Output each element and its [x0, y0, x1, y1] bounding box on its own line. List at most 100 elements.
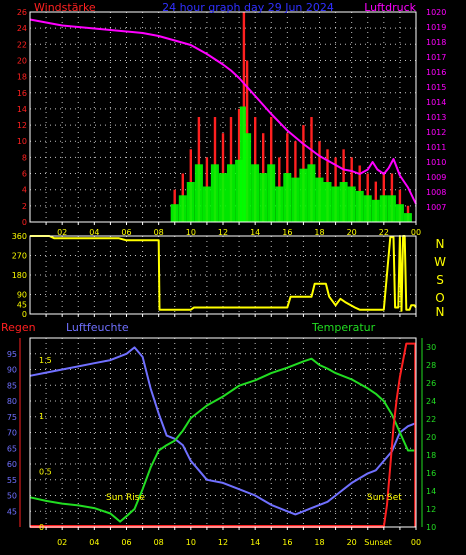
rain-y-tick: 1.5 — [39, 356, 52, 365]
wind-avg-bar — [194, 164, 203, 223]
compass-n-top: N — [436, 237, 445, 251]
wind-y-tick: 26 — [17, 8, 27, 17]
temperature-line — [29, 357, 416, 523]
x-tick-label: 18 — [314, 228, 324, 237]
wind-avg-bar — [178, 195, 187, 222]
temp-y-tick: 28 — [426, 361, 436, 370]
wind-avg-bar — [307, 164, 316, 223]
direction-y-tick: 90 — [17, 291, 27, 300]
wind-avg-bar — [275, 186, 284, 222]
wind-avg-bar — [315, 177, 324, 222]
pressure-title: Luftdruck — [364, 1, 416, 14]
wind-y-tick: 24 — [17, 24, 27, 33]
humidity-y-tick: 45 — [7, 507, 17, 516]
wind-y-tick: 16 — [17, 89, 27, 98]
wind-avg-bar — [347, 186, 356, 222]
wind-pressure-frame — [29, 11, 417, 225]
pressure-line — [29, 18, 417, 205]
temp-y-tick: 12 — [426, 505, 436, 514]
compass-o: O — [435, 291, 444, 305]
pressure-y-tick: 1012 — [426, 128, 446, 137]
x-tick-label: 14 — [250, 538, 260, 547]
humidity-y-tick: 95 — [7, 350, 17, 359]
wind-avg-bar — [227, 164, 235, 223]
pressure-y-tick: 1010 — [426, 158, 446, 167]
x-tick-label: 12 — [218, 228, 228, 237]
humidity-temp-tick-labels: 45 50 55 60 65 70 75 80 85 90 95 0 0.5 1 1.5 10 12 14 16 18… — [7, 343, 436, 547]
humidity-y-tick: 90 — [7, 366, 17, 375]
x-tick-label: 08 — [154, 538, 164, 547]
temp-y-tick: 20 — [426, 433, 436, 442]
humidity-y-tick: 60 — [7, 460, 17, 469]
wind-avg-bar — [243, 133, 252, 222]
wind-avg-bar — [219, 173, 227, 222]
wind-avg-bar — [371, 199, 380, 222]
wind-avg-bar — [331, 186, 340, 222]
x-tick-label: 00 — [411, 538, 421, 547]
x-tick-label: 20 — [347, 538, 357, 547]
humidity-temp-frame — [19, 337, 423, 530]
temperature-title: Temperatur — [311, 321, 376, 334]
wind-y-tick: 20 — [17, 56, 27, 65]
wind-avg-bar — [210, 164, 219, 223]
wind-bars — [170, 12, 412, 223]
compass-w: W — [434, 255, 446, 269]
pressure-y-tick: 1018 — [426, 38, 446, 47]
wind-avg-bar — [251, 164, 260, 223]
humidity-temp-grid — [30, 338, 416, 527]
wind-avg-bar — [379, 195, 388, 222]
x-tick-label: 04 — [89, 538, 99, 547]
temp-y-tick: 24 — [426, 397, 436, 406]
x-tick-label: 22 — [379, 228, 389, 237]
rain-title: Regen — [1, 321, 36, 334]
humidity-temp-lines — [29, 342, 417, 528]
wind-avg-bar — [299, 168, 308, 222]
humidity-y-tick: 50 — [7, 492, 17, 501]
temp-y-tick: 14 — [426, 487, 436, 496]
wind-y-tick: 18 — [17, 73, 27, 82]
rain-line — [30, 342, 416, 528]
wind-title: Windstärke — [34, 1, 96, 14]
humidity-y-tick: 85 — [7, 381, 17, 390]
temp-y-tick: 10 — [426, 523, 436, 532]
wind-avg-bar — [291, 177, 300, 222]
pressure-y-tick: 1014 — [426, 98, 446, 107]
pressure-y-tick: 1013 — [426, 113, 446, 122]
wind-avg-bar — [395, 204, 404, 222]
direction-line — [30, 235, 417, 312]
wind-avg-bar — [363, 195, 372, 222]
x-tick-label: 02 — [57, 228, 67, 237]
wind-avg-bar — [170, 204, 179, 222]
wind-y-tick: 0 — [22, 218, 27, 227]
x-tick-label: 14 — [250, 228, 260, 237]
pressure-y-tick: 1019 — [426, 23, 446, 32]
pressure-y-tick: 1017 — [426, 53, 446, 62]
wind-avg-bar — [403, 213, 412, 222]
x-tick-label: 04 — [89, 228, 99, 237]
x-tick-label: 12 — [218, 538, 228, 547]
wind-pressure-tick-labels: 0246810121416182022242610071008100910101… — [17, 8, 447, 237]
chart-title: 24 hour graph day 29 Jun 2024 — [162, 1, 334, 14]
compass-s: S — [436, 273, 444, 287]
temp-y-tick: 26 — [426, 379, 436, 388]
wind-avg-bar — [202, 186, 211, 222]
wind-y-tick: 2 — [22, 202, 27, 211]
wind-y-tick: 22 — [17, 40, 27, 49]
wind-avg-bar — [355, 190, 364, 222]
wind-avg-bar — [267, 164, 276, 223]
sunrise-label: Sun Rise — [106, 493, 145, 503]
wind-y-tick: 4 — [22, 186, 27, 195]
rain-y-tick: 0.5 — [39, 467, 52, 476]
x-tick-label: 10 — [186, 538, 196, 547]
wind-avg-bar — [283, 173, 292, 222]
temp-y-tick: 18 — [426, 451, 436, 460]
x-tick-label: 06 — [121, 538, 131, 547]
x-tick-label: 00 — [411, 228, 421, 237]
sunset-tick-label: Sunset — [364, 538, 391, 547]
direction-line — [30, 235, 417, 312]
humidity-y-tick: 75 — [7, 413, 17, 422]
x-tick-label: 06 — [121, 228, 131, 237]
wind-y-tick: 6 — [22, 170, 27, 179]
x-tick-label: 02 — [57, 538, 67, 547]
